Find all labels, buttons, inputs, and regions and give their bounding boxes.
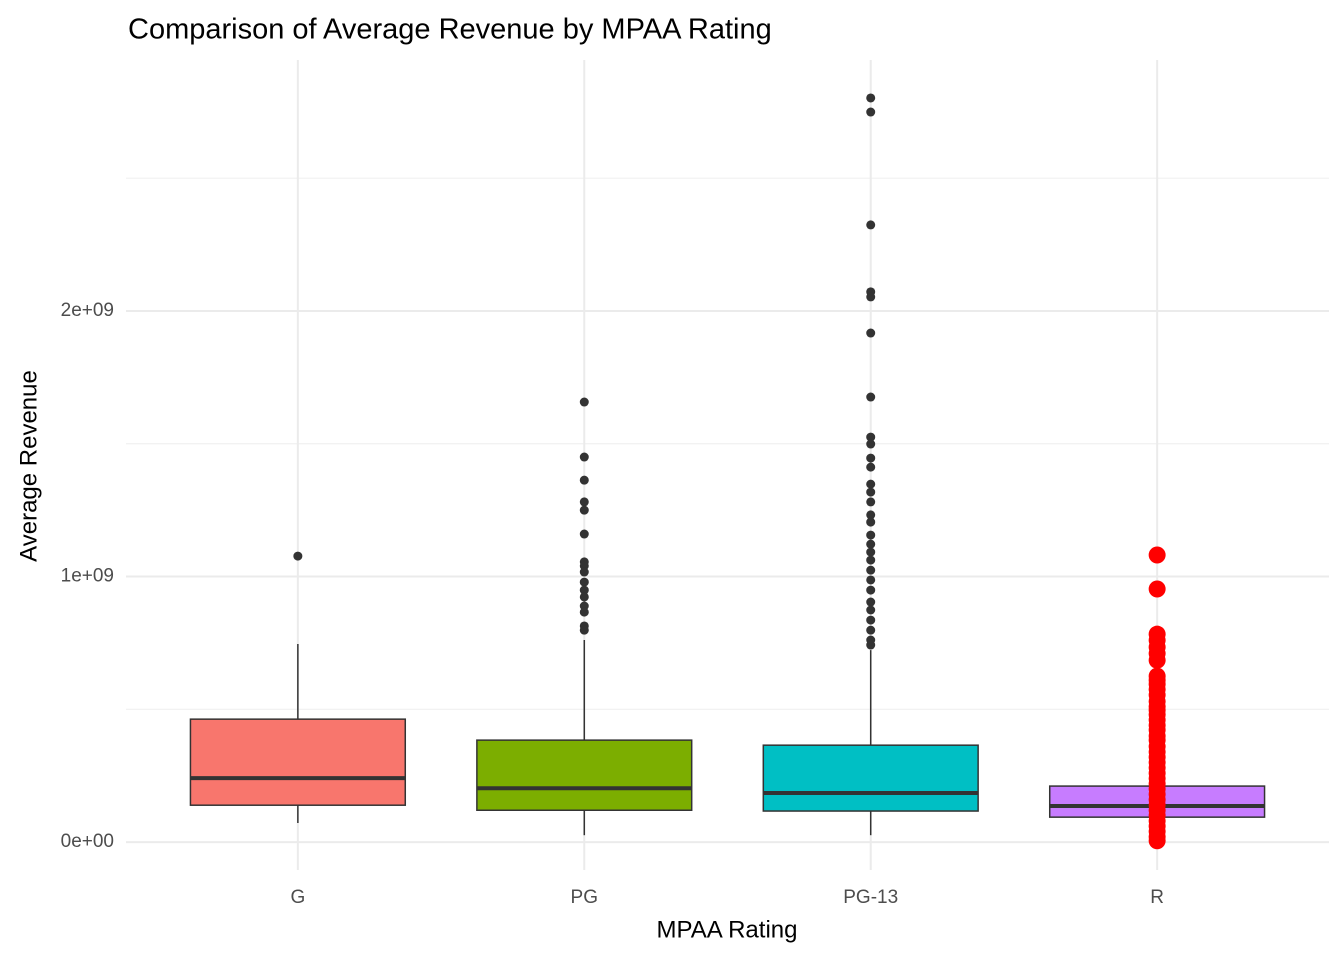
outlier [866,220,876,230]
box [476,739,693,811]
box [762,744,979,812]
data-point [1148,580,1166,598]
outlier [866,517,876,527]
data-point [1148,651,1166,669]
outlier [579,475,589,485]
x-tick-label: PG-13 [843,887,898,908]
outlier [866,615,876,625]
outlier [579,505,589,515]
outlier [866,575,876,585]
outlier [579,577,589,587]
outlier [866,497,876,507]
outlier [866,585,876,595]
outlier [866,565,876,575]
outlier [579,397,589,407]
outlier [866,392,876,402]
outlier [866,605,876,615]
outlier [866,292,876,302]
y-tick-label: 1e+09 [61,566,114,587]
outlier [866,530,876,540]
outlier [866,462,876,472]
outlier [579,592,589,602]
outlier [866,539,876,549]
outlier [866,487,876,497]
outlier [866,625,876,635]
outlier [866,640,876,650]
outlier [579,529,589,539]
outlier [293,551,303,561]
outlier [866,547,876,557]
x-tick-label: R [1150,887,1164,908]
box [189,718,407,806]
chart-title: Comparison of Average Revenue by MPAA Ra… [128,14,772,46]
outlier [866,432,876,442]
outlier [866,510,876,520]
outlier [579,567,589,577]
outlier [866,555,876,565]
outlier [579,497,589,507]
data-point [1148,546,1166,564]
x-tick-label: PG [571,887,598,908]
outlier [866,439,876,449]
y-axis-title: Average Revenue [15,370,42,562]
y-tick-label: 0e+00 [61,831,114,852]
x-tick-label: G [290,887,305,908]
outlier [579,585,589,595]
outlier [866,597,876,607]
outlier [579,607,589,617]
outlier [866,328,876,338]
outlier [579,625,589,635]
outlier [866,107,876,117]
x-axis-title: MPAA Rating [657,916,798,943]
data-point [1148,832,1166,850]
outlier [866,479,876,489]
outlier [866,453,876,463]
y-tick-label: 2e+09 [61,300,114,321]
outlier [866,93,876,103]
outlier [579,452,589,462]
